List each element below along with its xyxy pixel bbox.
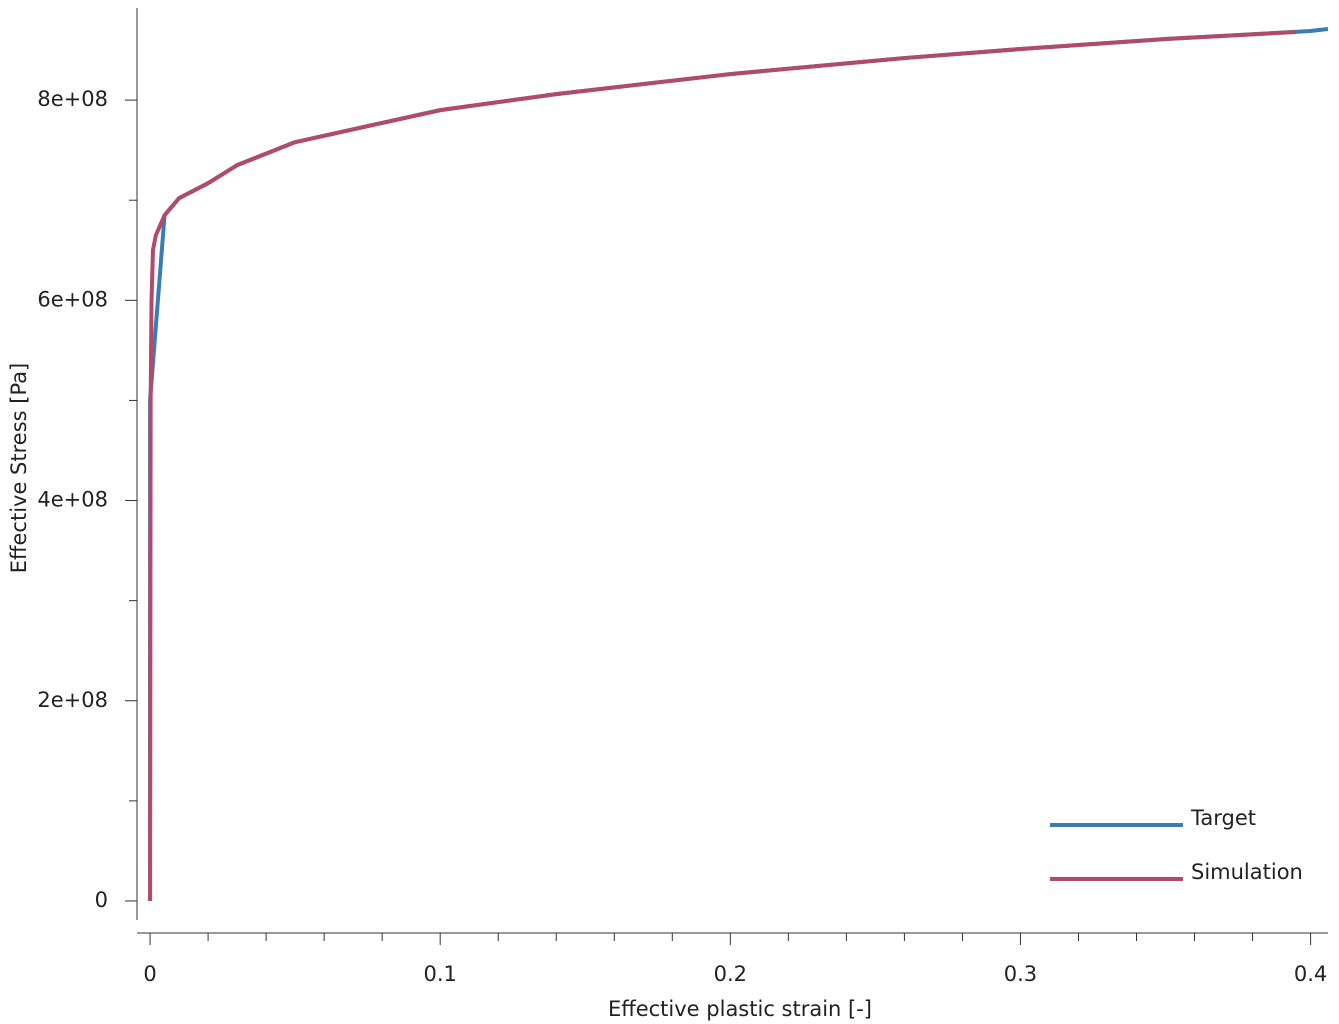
y-tick-label: 0 [95, 888, 108, 912]
y-tick-label: 6e+08 [37, 287, 108, 311]
x-tick-label: 0.3 [1004, 962, 1037, 986]
series-line [148, 30, 1297, 901]
y-tick-label: 2e+08 [37, 688, 108, 712]
x-tick-label: 0.2 [714, 962, 747, 986]
y-tick-label: 8e+08 [37, 87, 108, 111]
x-tick-label: 0.1 [423, 962, 456, 986]
legend-label: Target [1190, 806, 1256, 830]
y-axis-label: Effective Stress [Pa] [7, 363, 31, 573]
y-tick-label: 4e+08 [37, 488, 108, 512]
x-tick-label: 0 [143, 962, 156, 986]
x-tick-label: 0.4 [1294, 962, 1327, 986]
legend-label: Simulation [1191, 860, 1303, 884]
series-line [148, 27, 1329, 901]
x-axis-label: Effective plastic strain [-] [608, 997, 872, 1021]
